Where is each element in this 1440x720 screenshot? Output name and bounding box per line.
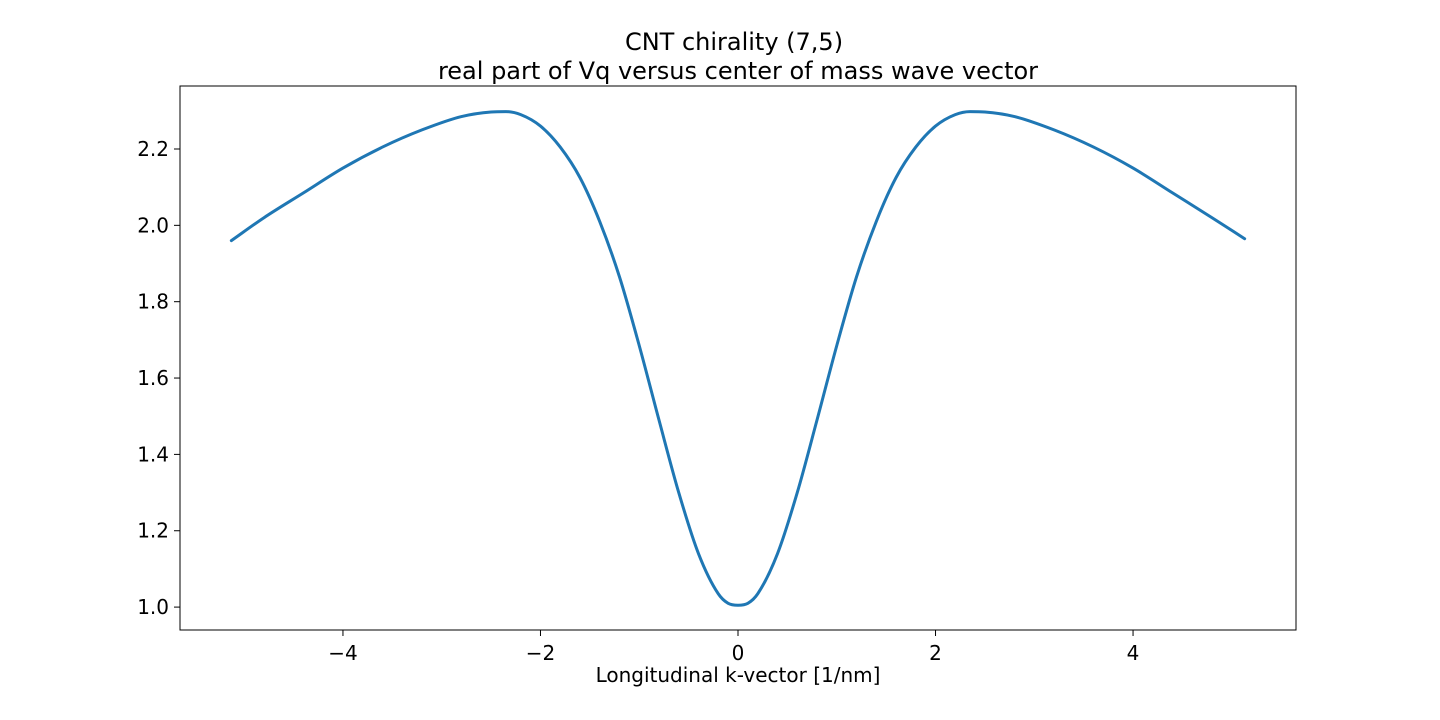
y-axis-ticks: 1.0 1.2 1.4 1.6 1.8 2.0 2.2 <box>137 137 180 619</box>
y-tick-label: 1.2 <box>137 519 169 543</box>
x-tick-label: 2 <box>929 641 942 665</box>
y-tick-label: 2.0 <box>137 213 169 237</box>
chart-title: CNT chirality (7,5) <box>625 28 843 56</box>
y-tick-label: 2.2 <box>137 137 169 161</box>
axes-frame <box>179 85 1297 631</box>
y-tick-label: 1.0 <box>137 595 169 619</box>
chart-subtitle: real part of Vq versus center of mass wa… <box>438 57 1038 85</box>
x-axis-label: Longitudinal k-vector [1/nm] <box>596 663 881 687</box>
x-tick-label: 4 <box>1127 641 1140 665</box>
x-tick-label: −2 <box>526 641 555 665</box>
x-tick-label: 0 <box>732 641 745 665</box>
y-tick-label: 1.4 <box>137 442 169 466</box>
y-tick-label: 1.6 <box>137 366 169 390</box>
series-line <box>229 110 1247 607</box>
x-axis-ticks: −4 −2 0 2 4 <box>328 630 1139 665</box>
y-tick-label: 1.8 <box>137 290 169 314</box>
x-tick-label: −4 <box>328 641 357 665</box>
plot-area: −4 −2 0 2 4 1.0 1.2 1.4 1.6 1.8 2.0 2.2 <box>137 85 1297 665</box>
